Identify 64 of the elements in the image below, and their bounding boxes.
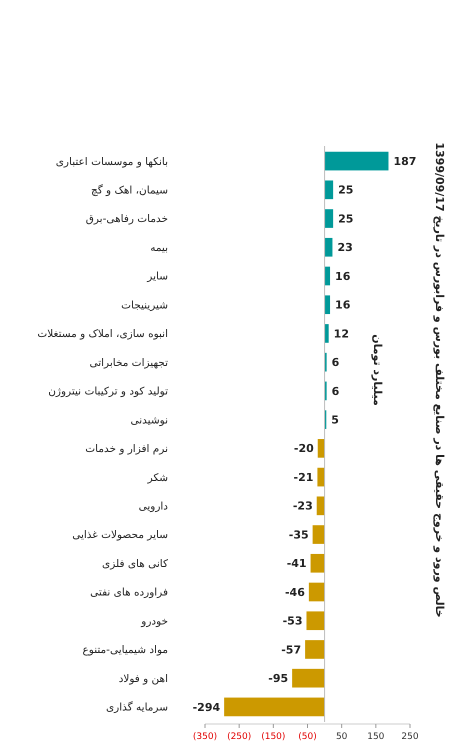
y-tick-label: اهن و فولاد bbox=[118, 672, 168, 685]
x-tick-label: 250 bbox=[401, 732, 419, 742]
data-label: -95 bbox=[268, 672, 288, 686]
data-label: 187 bbox=[393, 154, 416, 168]
y-tick-label: دارویی bbox=[138, 500, 168, 512]
bar bbox=[306, 611, 325, 630]
x-tick-label: (250) bbox=[227, 732, 252, 742]
y-tick-label: خدمات رفاهی-برق bbox=[86, 213, 168, 226]
x-tick-label: 50 bbox=[336, 732, 348, 742]
y-tick-label: شکر bbox=[146, 472, 168, 484]
data-label: 6 bbox=[332, 356, 340, 370]
bar bbox=[316, 496, 325, 516]
data-label: -20 bbox=[294, 442, 314, 456]
y-tick-label: تولید کود و ترکیبات نیتروژن bbox=[48, 386, 168, 398]
y-tick-label: مواد شیمیایی-متنوع bbox=[82, 644, 168, 656]
y-tick-label: نوشیدنی bbox=[130, 414, 168, 426]
data-label: 6 bbox=[332, 384, 340, 398]
y-tick-label: سایر bbox=[146, 270, 168, 283]
bar bbox=[324, 180, 334, 200]
y-tick-label: خودرو bbox=[140, 615, 168, 628]
y-tick-label: شیرینیجات bbox=[121, 299, 168, 312]
bar bbox=[324, 209, 334, 228]
data-label: 16 bbox=[335, 270, 351, 283]
y-axis-title: میلیارد تومان bbox=[371, 334, 384, 406]
x-tick-label: (350) bbox=[192, 732, 218, 742]
bar bbox=[310, 554, 325, 573]
data-label: -23 bbox=[292, 500, 313, 513]
data-label: -35 bbox=[288, 528, 309, 542]
text: خالص ورود و خروج حقیقی ها در صنایع مختلف بورس و فرابورس در تاریخ 1399/09/17 bbox=[433, 142, 446, 618]
y-tick-label: بیمه bbox=[150, 242, 168, 254]
bar bbox=[312, 525, 325, 544]
x-tick-label: (150) bbox=[261, 732, 286, 742]
bar bbox=[324, 295, 330, 314]
y-tick-label: نرم افزار و خدمات bbox=[85, 443, 168, 456]
data-label: -46 bbox=[284, 586, 306, 599]
y-tick-label: سیمان، اهک و گچ bbox=[90, 183, 168, 196]
y-tick-label: سایر محصولات غذایی bbox=[72, 529, 168, 542]
bar bbox=[308, 582, 325, 602]
data-label: -21 bbox=[294, 470, 314, 484]
data-label: -41 bbox=[286, 557, 307, 570]
bar bbox=[317, 468, 325, 486]
y-tick-label: بانکها و موسسات اعتباری bbox=[56, 156, 168, 168]
data-label: 25 bbox=[338, 184, 354, 197]
x-tick-label: (50) bbox=[298, 732, 317, 742]
data-label: 12 bbox=[334, 327, 349, 340]
bar bbox=[224, 698, 325, 716]
bar bbox=[324, 152, 388, 170]
y-tick-label: کانی های فلزی bbox=[102, 558, 168, 570]
bar bbox=[305, 640, 325, 659]
y-tick-label: انبوه سازی، املاک و مستغلات bbox=[37, 328, 168, 340]
y-tick-label: فراورده های نفتی bbox=[90, 586, 168, 599]
data-label: -57 bbox=[281, 643, 302, 656]
y-tick-label: سرمایه گذاری bbox=[106, 700, 168, 714]
data-label: 16 bbox=[335, 298, 351, 312]
data-label: 5 bbox=[331, 413, 339, 426]
y-tick-label: تجهیزات مخابراتی bbox=[89, 356, 168, 369]
data-label: 25 bbox=[338, 212, 354, 226]
bar bbox=[324, 238, 332, 257]
data-label: 23 bbox=[337, 241, 353, 254]
data-label: -294 bbox=[192, 700, 220, 714]
bar bbox=[324, 266, 330, 286]
x-tick-label: 150 bbox=[367, 732, 385, 742]
data-label: -53 bbox=[282, 614, 302, 628]
bar bbox=[292, 668, 325, 688]
